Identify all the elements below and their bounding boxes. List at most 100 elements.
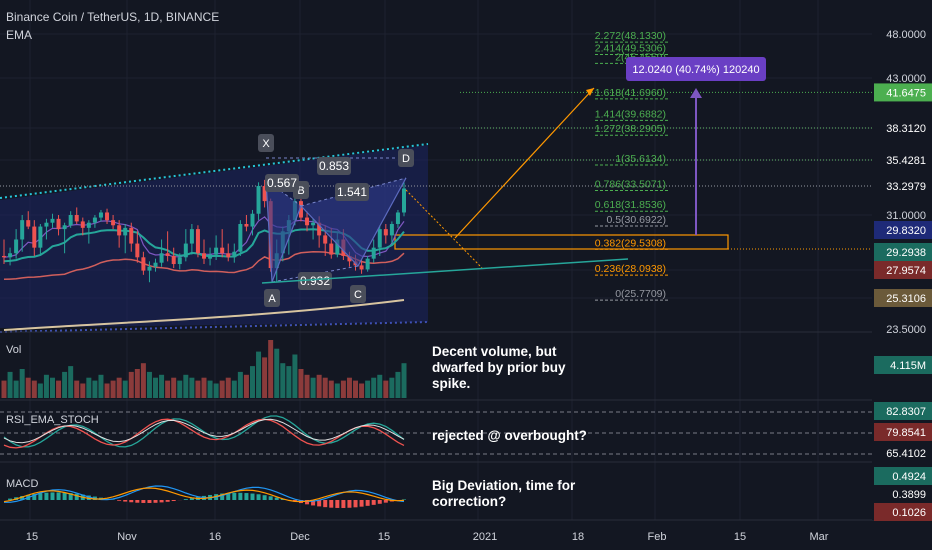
time-tick-label: 15 xyxy=(26,531,38,543)
macd-histogram-bar xyxy=(135,500,140,503)
candle-body xyxy=(262,185,267,202)
volume-bar xyxy=(322,377,328,398)
macd-histogram-bar xyxy=(74,493,79,500)
pattern-point-badge xyxy=(398,149,414,167)
macd-axis-label: 0.1026 xyxy=(892,507,926,519)
candle-body xyxy=(256,185,261,214)
volume-bar xyxy=(365,380,371,398)
macd-histogram-bar xyxy=(305,500,310,505)
candle-body xyxy=(202,253,206,259)
indicator-panes xyxy=(0,331,932,521)
volume-bar xyxy=(183,374,189,398)
volume-bar xyxy=(134,369,140,398)
channel-lower-line xyxy=(0,321,429,333)
volume-bar xyxy=(74,380,80,398)
macd-axis-badge xyxy=(874,503,932,521)
volume-bar xyxy=(353,380,359,398)
candle-body xyxy=(159,253,164,263)
macd-histogram-bar xyxy=(32,493,37,500)
macd-histogram-bar xyxy=(86,495,91,500)
macd-histogram-bar xyxy=(268,496,273,500)
candle-body xyxy=(98,212,103,218)
candle-body xyxy=(383,229,388,236)
pattern-point-label: A xyxy=(268,293,276,305)
chart-title: Binance Coin / TetherUS, 1D, BINANCE xyxy=(6,10,220,24)
price-badge-label: 41.6475 xyxy=(886,87,926,99)
candle-body xyxy=(298,201,303,218)
candle-body xyxy=(365,258,370,270)
candle-body xyxy=(220,247,225,254)
support-line xyxy=(261,258,629,284)
channel-upper-line xyxy=(0,143,429,199)
indicator-label: EMA xyxy=(6,28,33,42)
pattern-point-label: D xyxy=(402,153,410,165)
macd-histogram-bar xyxy=(171,500,176,502)
volume-bar xyxy=(383,380,389,398)
macd-histogram-bar xyxy=(159,500,164,503)
macd-histogram-bar xyxy=(341,500,346,508)
macd-histogram-bar xyxy=(147,500,152,503)
macd-histogram-bar xyxy=(226,493,231,500)
macd-histogram-bar xyxy=(377,500,382,504)
volume-bar xyxy=(56,380,62,398)
time-tick-label: 15 xyxy=(734,531,746,543)
price-badge-label: 33.2979 xyxy=(886,181,926,193)
macd-pane-title: MACD xyxy=(6,478,39,490)
macd-axis-badge xyxy=(874,467,932,485)
volume-pane-title: Vol xyxy=(6,344,22,356)
volume-bar xyxy=(207,380,213,398)
price-badge xyxy=(874,83,932,102)
rsi-axis-label: 82.8307 xyxy=(886,406,926,418)
macd-histogram-bar xyxy=(280,498,285,500)
volume-bar xyxy=(371,377,377,398)
time-tick-label: 2021 xyxy=(473,531,497,543)
time-tick-label: Nov xyxy=(117,531,137,543)
volume-bar xyxy=(237,371,243,398)
volume-bar xyxy=(213,383,219,398)
volume-bar xyxy=(377,374,383,398)
volume-bar xyxy=(49,377,55,398)
pattern-xab-fill xyxy=(266,180,301,282)
macd-histogram-bar xyxy=(62,492,67,500)
volume-bar xyxy=(243,374,249,398)
volume-bar xyxy=(280,363,286,398)
candle-body xyxy=(111,220,116,226)
volume-bar xyxy=(225,377,231,398)
macd-histogram-bar xyxy=(371,500,376,505)
macd-histogram-bar xyxy=(44,492,49,500)
macd-histogram-bar xyxy=(365,500,370,506)
target-label: 12.0240 (40.74%) 120240 xyxy=(632,64,759,76)
candle-body xyxy=(8,253,13,258)
target-arrowhead xyxy=(690,88,702,98)
pattern-ratio-label: 1.541 xyxy=(337,185,367,199)
candle-body xyxy=(226,253,231,258)
price-tick-label: 31.0000 xyxy=(886,210,926,222)
macd-histogram-bar xyxy=(335,500,340,508)
volume-bar xyxy=(62,371,68,398)
projection-up-line xyxy=(454,87,595,239)
macd-histogram-bar xyxy=(189,498,194,500)
price-badge-label: 27.9574 xyxy=(886,265,926,277)
candle-body xyxy=(123,227,128,236)
time-tick-label: Feb xyxy=(648,531,667,543)
volume-bar xyxy=(7,371,13,398)
volume-bar xyxy=(37,383,43,398)
pattern-point-label: B xyxy=(297,185,304,197)
volume-bar xyxy=(19,369,25,398)
candle-body xyxy=(183,243,188,258)
time-tick-label: Mar xyxy=(810,531,829,543)
macd-histogram-bar xyxy=(311,500,316,506)
candle-body xyxy=(147,266,152,271)
volume-bar xyxy=(159,374,165,398)
candle-body xyxy=(117,225,122,236)
candle-body xyxy=(371,247,376,259)
candle-body xyxy=(189,229,194,244)
candle-body xyxy=(347,255,352,262)
pattern-ratio-label: 0.932 xyxy=(300,274,330,288)
macd-histogram-bar xyxy=(220,493,225,500)
candle-body xyxy=(86,222,91,228)
volume-bar xyxy=(292,354,298,398)
rsi-axis-label: 65.4102 xyxy=(886,448,926,460)
volume-bar xyxy=(359,383,365,398)
